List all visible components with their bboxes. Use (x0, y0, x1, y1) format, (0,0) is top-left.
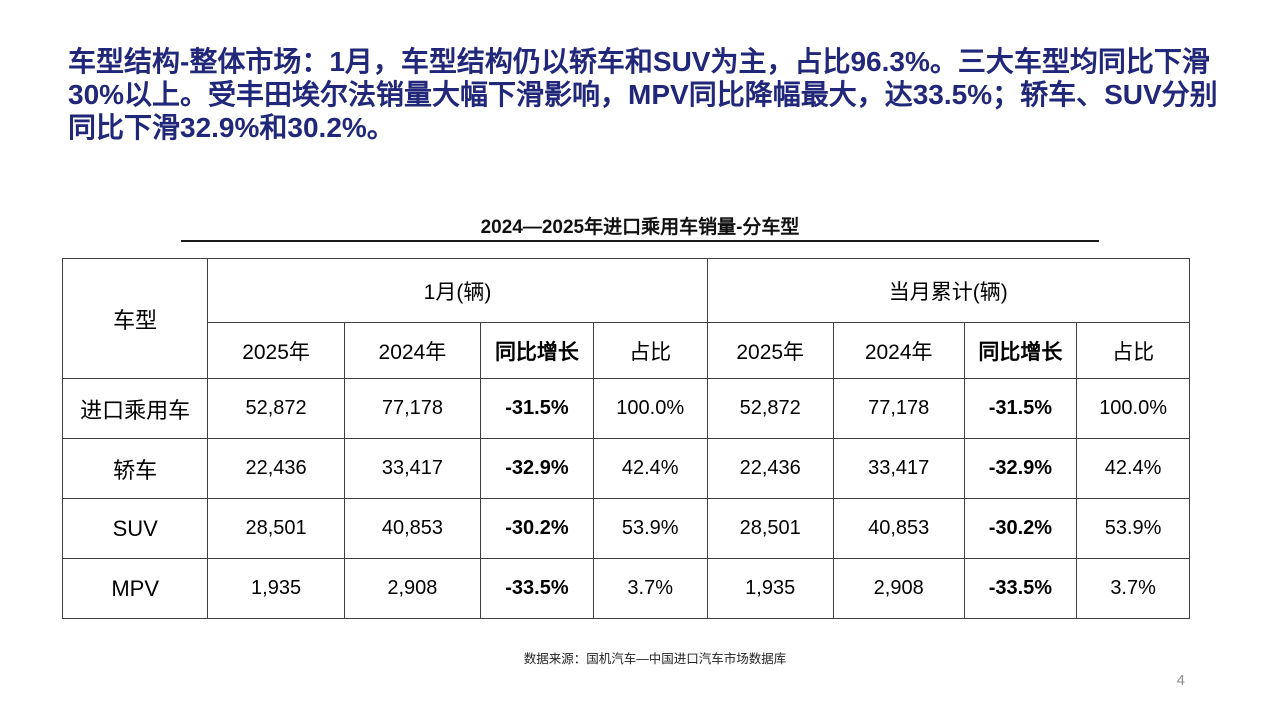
table-title-underline (181, 240, 1099, 242)
table-cell-yoy: -31.5% (480, 378, 594, 439)
table-cell: 3.7% (592, 558, 708, 619)
group-header-month-cumulative: 当月累计(辆) (706, 258, 1191, 323)
table-cell: 3.7% (1076, 558, 1190, 619)
row-header-suv: SUV (61, 498, 209, 559)
table-cell: 40,853 (343, 498, 482, 559)
table-cell: 28,501 (207, 498, 345, 559)
group-header-january: 1月(辆) (207, 258, 708, 323)
table-cell-yoy: -32.9% (963, 438, 1078, 499)
table-row-import-pv: 进口乘用车 52,872 77,178 -31.5% 100.0% 52,872… (61, 378, 1190, 439)
column-header-2025-cum: 2025年 (706, 322, 834, 379)
table-cell: 1,935 (207, 558, 345, 619)
column-header-yoy-cum: 同比增长 (963, 322, 1078, 379)
table-cell: 100.0% (592, 378, 708, 439)
table-cell: 42.4% (1076, 438, 1190, 499)
table-cell-yoy: -33.5% (480, 558, 594, 619)
table-cell-yoy: -30.2% (963, 498, 1078, 559)
table-cell: 22,436 (706, 438, 834, 499)
column-header-2024-jan: 2024年 (343, 322, 482, 379)
data-source-note: 数据来源：国机汽车—中国进口汽车市场数据库 (523, 652, 787, 666)
table-cell: 2,908 (343, 558, 482, 619)
row-header-sedan: 轿车 (61, 438, 209, 499)
column-header-share-cum: 占比 (1076, 322, 1190, 379)
table-cell: 1,935 (706, 558, 834, 619)
table-cell: 40,853 (832, 498, 965, 559)
column-header-share-jan: 占比 (592, 322, 708, 379)
column-header-2025-jan: 2025年 (207, 322, 345, 379)
table-cell-yoy: -33.5% (963, 558, 1078, 619)
table-cell: 22,436 (207, 438, 345, 499)
table-row-suv: SUV 28,501 40,853 -30.2% 53.9% 28,501 40… (61, 498, 1190, 559)
column-header-2024-cum: 2024年 (832, 322, 965, 379)
table-cell-yoy: -31.5% (963, 378, 1078, 439)
table-cell: 77,178 (343, 378, 482, 439)
column-header-yoy-jan: 同比增长 (480, 322, 594, 379)
row-header-import-pv: 进口乘用车 (61, 378, 209, 439)
table-cell: 33,417 (832, 438, 965, 499)
sales-table: 车型 1月(辆) 当月累计(辆) 2025年 2024年 同比增长 占比 202… (61, 258, 1191, 619)
table-cell: 77,178 (832, 378, 965, 439)
table-cell-yoy: -30.2% (480, 498, 594, 559)
table-row-mpv: MPV 1,935 2,908 -33.5% 3.7% 1,935 2,908 … (61, 558, 1190, 619)
table-cell: 2,908 (832, 558, 965, 619)
table-cell-yoy: -32.9% (480, 438, 594, 499)
column-header-vehicle-type: 车型 (61, 258, 209, 379)
table-row-sedan: 轿车 22,436 33,417 -32.9% 42.4% 22,436 33,… (61, 438, 1190, 499)
table-cell: 53.9% (1076, 498, 1190, 559)
table-title: 2024—2025年进口乘用车销量-分车型 (480, 217, 800, 238)
table-cell: 52,872 (207, 378, 345, 439)
slide-title: 车型结构-整体市场：1月，车型结构仍以轿车和SUV为主，占比96.3%。三大车型… (68, 46, 1218, 143)
table-cell: 100.0% (1076, 378, 1190, 439)
table-cell: 42.4% (592, 438, 708, 499)
row-header-mpv: MPV (61, 558, 209, 619)
table-cell: 52,872 (706, 378, 834, 439)
table-cell: 33,417 (343, 438, 482, 499)
table-cell: 28,501 (706, 498, 834, 559)
table-cell: 53.9% (592, 498, 708, 559)
page-number: 4 (1176, 672, 1185, 689)
